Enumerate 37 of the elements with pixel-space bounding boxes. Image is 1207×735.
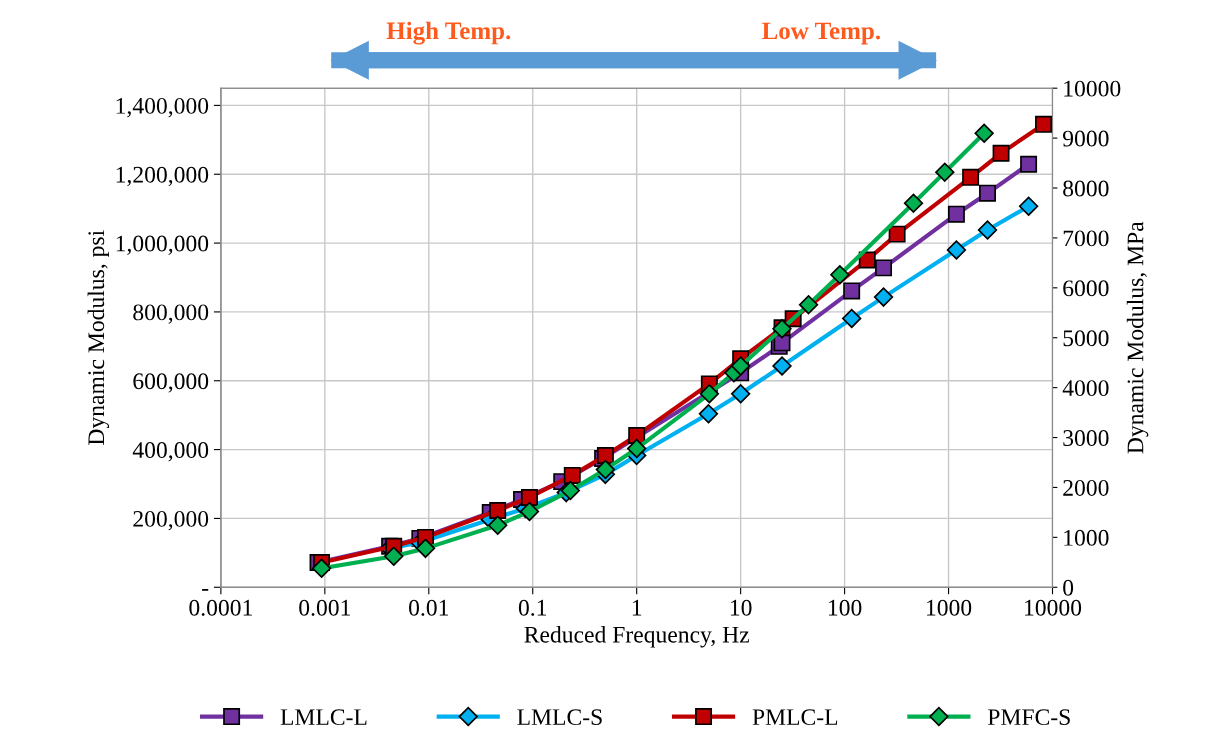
x-axis-title: Reduced Frequency, Hz — [524, 626, 750, 648]
y2-tick-label: 7000 — [1063, 230, 1109, 247]
x-tick-label: 100 — [828, 599, 862, 616]
x-tick-label: 10000 — [1025, 599, 1082, 616]
y2-tick-label: 6000 — [1063, 280, 1109, 297]
y-tick-label: 1,400,000 — [116, 97, 209, 118]
y-tick-label: 200,000 — [133, 510, 209, 531]
y2-tick-label: 2000 — [1063, 479, 1109, 496]
legend-label: LMLC-S — [517, 709, 602, 726]
x-tick-label: 1 — [632, 599, 642, 616]
y-tick-label: 1,000,000 — [116, 235, 209, 255]
y-tick-label: - — [202, 589, 209, 591]
x-tick-label: 10 — [730, 599, 752, 616]
legend-label: PMFC-S — [987, 709, 1070, 726]
y2-axis-title: Dynamic Modulus, MPa — [1126, 221, 1149, 454]
y-tick-label: 400,000 — [132, 442, 209, 462]
x-tick-label: 0.0001 — [189, 599, 252, 616]
x-tick-label: 1000 — [927, 599, 972, 616]
y2-tick-label: 5000 — [1063, 330, 1109, 347]
y-tick-label: 600,000 — [133, 373, 209, 393]
y2-tick-label: 3000 — [1063, 430, 1109, 446]
text: Low Temp. — [762, 22, 881, 45]
x-tick-label: 0.1 — [518, 599, 547, 616]
text: High Temp. — [386, 21, 511, 45]
x-tick-label: 0.01 — [409, 599, 449, 616]
y-tick-label: 1,200,000 — [116, 166, 209, 187]
y2-tick-label: 4000 — [1062, 380, 1109, 397]
legend-label: PMLC-L — [752, 709, 838, 726]
y2-tick-label: 1000 — [1064, 529, 1109, 546]
y-axis-title: Dynamic Modulus, psi — [87, 230, 110, 445]
y2-tick-label: 10000 — [1064, 80, 1121, 97]
x-tick-label: 0.001 — [299, 599, 350, 616]
y2-tick-label: 0 — [1063, 579, 1074, 596]
y2-tick-label: 9000 — [1062, 130, 1109, 147]
legend-label: LMLC-L — [280, 709, 367, 726]
y2-tick-label: 8000 — [1063, 180, 1109, 197]
y-tick-label: 800,000 — [133, 304, 209, 324]
